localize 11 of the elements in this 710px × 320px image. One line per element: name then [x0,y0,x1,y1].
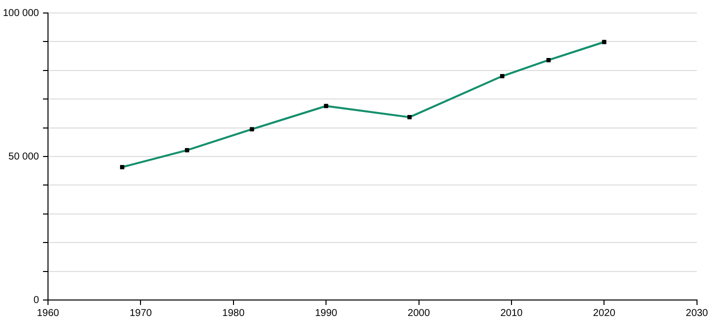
x-tick-label: 1990 [314,308,338,319]
x-tick-label: 1960 [36,308,60,319]
x-tick-label: 2030 [686,308,708,319]
y-tick-label: 50 000 [8,151,40,162]
x-tick-label: 2010 [500,308,524,319]
x-tick-label: 1980 [222,308,245,319]
y-tick-label: 0 [33,294,40,306]
x-tick-label: 2000 [408,308,430,319]
x-tick-label: 1970 [130,308,152,319]
x-tick-label: 2020 [593,308,616,319]
y-tick-label: 100 000 [2,8,40,19]
